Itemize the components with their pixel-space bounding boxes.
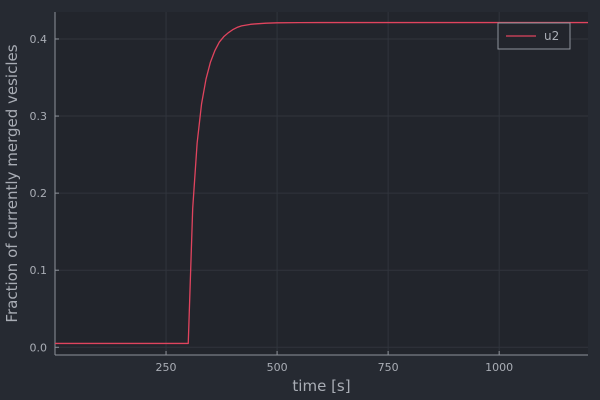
y-tick-label: 0.0	[30, 341, 48, 354]
y-tick-label: 0.3	[30, 110, 48, 123]
plot-area	[55, 12, 588, 355]
x-tick-label: 1000	[485, 361, 513, 374]
y-tick-label: 0.4	[30, 33, 48, 46]
x-tick-label: 250	[156, 361, 177, 374]
x-axis-label: time [s]	[292, 377, 350, 395]
legend: u2	[497, 22, 571, 50]
x-tick-label: 750	[378, 361, 399, 374]
y-tick-label: 0.1	[30, 264, 48, 277]
x-axis-ticks: 250 500 750 1000	[156, 351, 513, 374]
x-tick-label: 500	[267, 361, 288, 374]
series-group	[55, 21, 588, 345]
y-axis-ticks: 0.0 0.1 0.2 0.3 0.4	[30, 33, 59, 354]
legend-label: u2	[544, 29, 559, 43]
y-tick-label: 0.2	[30, 187, 48, 200]
series-line-u2	[55, 21, 588, 345]
grid-lines	[55, 12, 588, 355]
y-axis-label: Fraction of currently merged vesicles	[3, 44, 21, 322]
